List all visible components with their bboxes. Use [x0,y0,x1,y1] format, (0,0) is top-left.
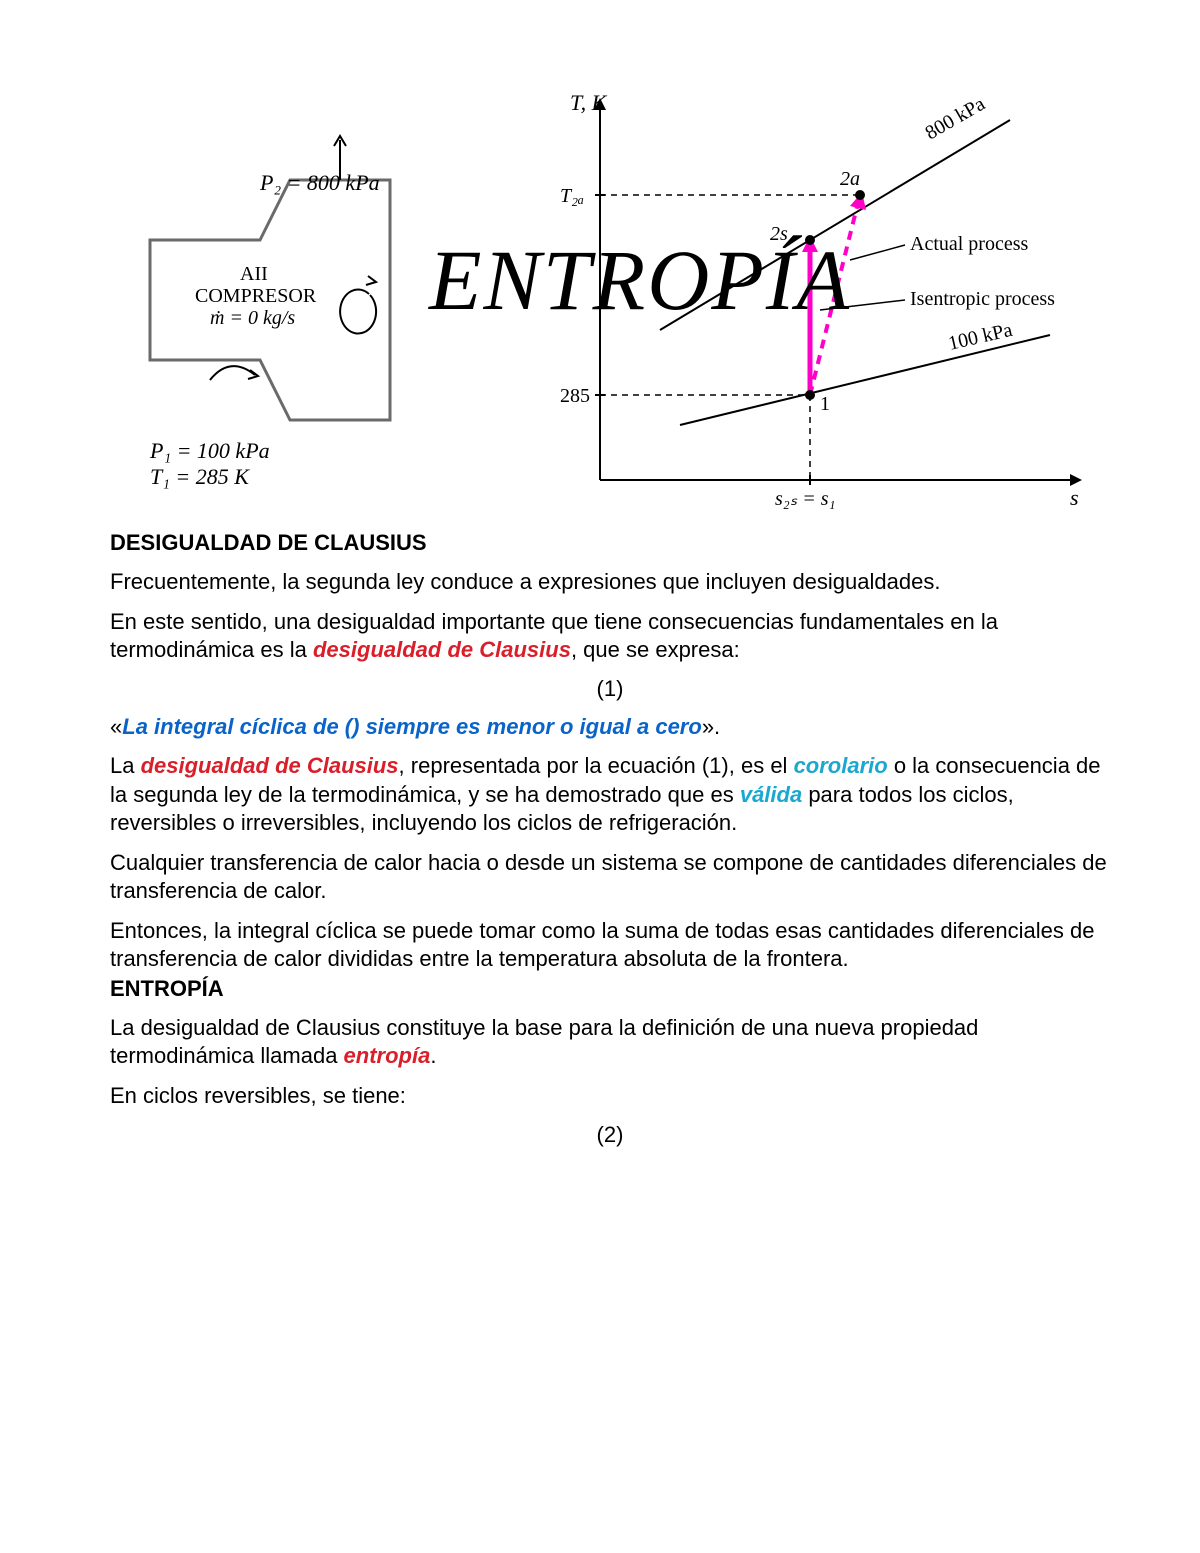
isobar-low-label: 100 kPa [946,319,1014,355]
ts-chart: T, K s 800 kPa 100 kPa 1 [510,80,1110,510]
p3-d: corolario [794,753,888,778]
stmt-b: () [345,714,360,739]
x-tick-label: s₂ₛ = s₁ [775,488,835,510]
paragraph-1: Frecuentemente, la segunda ley conduce a… [110,568,1110,596]
p6-a: La desigualdad de Clausius constituye la… [110,1015,978,1068]
p6-b: entropía [344,1043,431,1068]
paragraph-5: Entonces, la integral cíclica se puede t… [110,917,1110,973]
point-2s-label: 2s [770,223,788,245]
isobar-high-label: 800 kPa [922,93,989,145]
p2-emphasis: desigualdad de Clausius [313,637,571,662]
compressor-label-2: COMPRESOR [195,285,317,307]
stmt-a: La integral cíclica de [122,714,345,739]
actual-process-label: Actual process [910,233,1029,255]
paragraph-4: Cualquier transferencia de calor hacia o… [110,849,1110,905]
entropy-heading: ENTROPÍA [110,976,1110,1002]
page: P₂ = 800 kPa AII COMPRESOR ṁ = 0 kg/s P₁… [0,0,1200,1238]
equation-1-number: (1) [110,676,1110,702]
t2a-tick: T₂ₐ [560,185,584,207]
p6-c: . [430,1043,436,1068]
point-2a-label: 2a [840,168,860,190]
figure-area: P₂ = 800 kPa AII COMPRESOR ṁ = 0 kg/s P₁… [110,80,1110,510]
paragraph-6: La desigualdad de Clausius constituye la… [110,1014,1110,1070]
x-axis-label: s [1070,485,1079,510]
point-1-label: 1 [820,393,830,415]
p3-f: válida [740,782,802,807]
isentropic-process-label: Isentropic process [910,288,1055,310]
p2-label: P₂ = 800 kPa [259,170,380,195]
stmt-open: « [110,714,122,739]
paragraph-2: En este sentido, una desigualdad importa… [110,608,1110,664]
statement-line: «La integral cíclica de () siempre es me… [110,714,1110,740]
clausius-heading: DESIGUALDAD DE CLAUSIUS [110,530,1110,556]
p3-a: La [110,753,141,778]
p1-label: P₁ = 100 kPa [149,438,270,463]
stmt-close: ». [702,714,720,739]
stmt-c: siempre es menor o igual a cero [359,714,701,739]
equation-2-number: (2) [110,1122,1110,1148]
t285-tick: 285 [560,385,590,407]
compressor-diagram: P₂ = 800 kPa AII COMPRESOR ṁ = 0 kg/s P₁… [110,80,490,510]
paragraph-7: En ciclos reversibles, se tiene: [110,1082,1110,1110]
compressor-label-1: AII [240,263,268,285]
p3-c: , representada por la ecuación (1), es e… [399,753,794,778]
p2-text-c: , que se expresa: [571,637,740,662]
t1-label: T₁ = 285 K [150,464,250,489]
compressor-label-3: ṁ = 0 kg/s [210,307,295,329]
paragraph-3: La desigualdad de Clausius, representada… [110,752,1110,836]
y-axis-label: T, K [570,90,608,115]
p3-b: desigualdad de Clausius [141,753,399,778]
